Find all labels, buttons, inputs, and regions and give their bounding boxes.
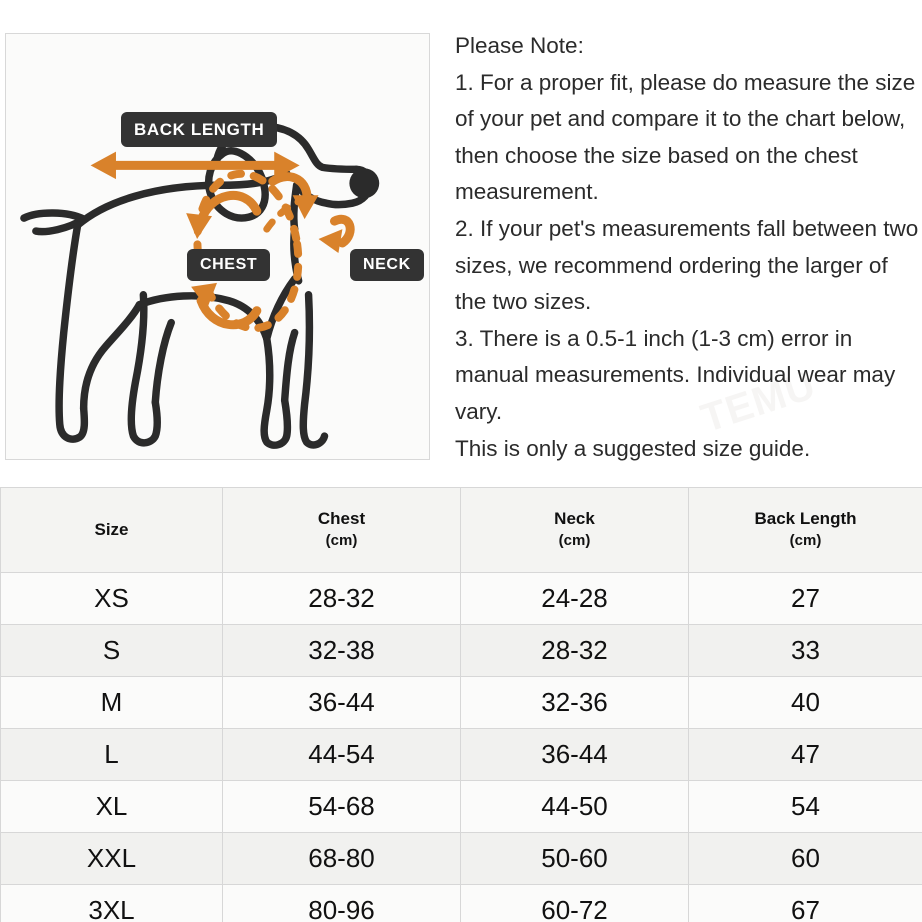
header-neck-unit: (cm)	[558, 532, 591, 549]
cell-size: XL	[0, 780, 223, 833]
cell-chest: 80-96	[222, 884, 461, 922]
cell-size: 3XL	[0, 884, 223, 922]
top-section: BACK LENGTH CHEST NECK Please Note: 1. F…	[5, 28, 922, 467]
header-chest-label: Chest	[317, 509, 366, 528]
header-size-label: Size	[94, 520, 129, 539]
table-row: L 44-54 36-44 47	[0, 728, 922, 781]
note-line-4: This is only a suggested size guide.	[455, 435, 811, 461]
cell-back-length: 67	[688, 884, 922, 922]
cell-back-length: 33	[688, 624, 922, 677]
cell-size: M	[0, 676, 223, 729]
cell-neck: 28-32	[460, 624, 689, 677]
table-row: M 36-44 32-36 40	[0, 676, 922, 729]
header-chest: Chest (cm)	[222, 487, 461, 573]
header-neck-label: Neck	[554, 509, 595, 528]
cell-neck: 36-44	[460, 728, 689, 781]
dog-nose	[349, 168, 380, 199]
dog-illustration-svg	[20, 122, 380, 449]
cell-size: XXL	[0, 832, 223, 885]
note-heading: Please Note:	[455, 33, 584, 58]
table-row: XL 54-68 44-50 54	[0, 780, 922, 833]
cell-size: XS	[0, 572, 223, 625]
note-line-3: 3. There is a 0.5-1 inch (1-3 cm) error …	[455, 325, 896, 424]
cell-size: S	[0, 624, 223, 677]
size-chart-table: Size Chest (cm) Neck (cm) Back Length (c…	[0, 487, 922, 922]
cell-back-length: 54	[688, 780, 922, 833]
cell-back-length: 27	[688, 572, 922, 625]
header-back-length-label: Back Length	[754, 509, 857, 528]
dog-measurement-diagram: BACK LENGTH CHEST NECK	[5, 33, 430, 460]
cell-chest: 54-68	[222, 780, 461, 833]
please-note-block: Please Note: 1. For a proper fit, please…	[455, 28, 922, 467]
back-length-arrow	[90, 151, 300, 180]
cell-neck: 60-72	[460, 884, 689, 922]
label-neck: NECK	[350, 249, 424, 281]
cell-neck: 44-50	[460, 780, 689, 833]
note-line-1: 1. For a proper fit, please do measure t…	[455, 69, 916, 205]
cell-chest: 36-44	[222, 676, 461, 729]
label-chest: CHEST	[187, 249, 271, 281]
header-chest-unit: (cm)	[325, 532, 358, 549]
header-back-length-unit: (cm)	[789, 532, 822, 549]
cell-back-length: 47	[688, 728, 922, 781]
cell-chest: 28-32	[222, 572, 461, 625]
note-line-2: 2. If your pet's measurements fall betwe…	[455, 215, 919, 315]
chest-arrows	[196, 190, 262, 330]
neck-arrow-heads	[292, 195, 343, 253]
header-size: Size	[0, 487, 223, 573]
header-back-length: Back Length (cm)	[688, 487, 922, 573]
cell-back-length: 40	[688, 676, 922, 729]
label-back-length: BACK LENGTH	[121, 112, 278, 147]
table-row: XS 28-32 24-28 27	[0, 572, 922, 625]
cell-chest: 32-38	[222, 624, 461, 677]
table-row: S 32-38 28-32 33	[0, 624, 922, 677]
table-header-row: Size Chest (cm) Neck (cm) Back Length (c…	[0, 487, 922, 573]
header-neck: Neck (cm)	[460, 487, 689, 573]
table-row: 3XL 80-96 60-72 67	[0, 884, 922, 922]
table-row: XXL 68-80 50-60 60	[0, 832, 922, 885]
cell-neck: 50-60	[460, 832, 689, 885]
cell-size: L	[0, 728, 223, 781]
cell-back-length: 60	[688, 832, 922, 885]
cell-neck: 32-36	[460, 676, 689, 729]
chest-arrow-heads	[186, 213, 218, 309]
cell-neck: 24-28	[460, 572, 689, 625]
cell-chest: 44-54	[222, 728, 461, 781]
neck-girth-loop	[263, 193, 321, 233]
cell-chest: 68-80	[222, 832, 461, 885]
